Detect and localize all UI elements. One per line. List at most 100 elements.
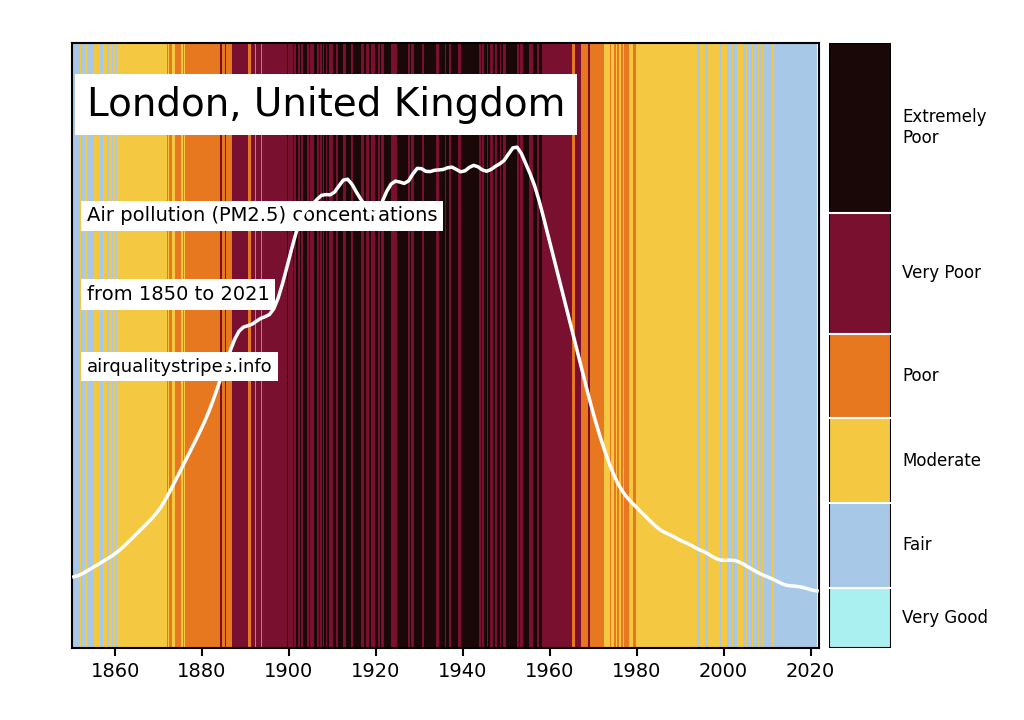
Bar	[311, 43, 313, 648]
Bar	[228, 43, 230, 648]
Bar	[527, 43, 528, 648]
Bar	[378, 43, 380, 648]
Bar	[142, 43, 143, 648]
Bar	[382, 43, 384, 648]
Bar	[594, 43, 595, 648]
Bar	[261, 43, 262, 648]
Text: Air pollution (PM2.5) concentrations: Air pollution (PM2.5) concentrations	[87, 207, 437, 225]
Bar	[422, 43, 423, 648]
Bar	[151, 43, 153, 648]
Bar	[231, 43, 233, 648]
Bar	[367, 43, 368, 648]
Bar	[710, 43, 712, 648]
Text: Very Good: Very Good	[902, 609, 988, 626]
Bar	[584, 43, 586, 648]
Bar	[671, 43, 672, 648]
Bar	[394, 43, 395, 648]
Bar	[744, 43, 746, 648]
Bar	[259, 43, 261, 648]
Bar	[129, 43, 130, 648]
Bar	[413, 43, 415, 648]
Bar	[216, 43, 217, 648]
Bar	[766, 43, 768, 648]
Bar	[297, 43, 298, 648]
Bar	[803, 43, 804, 648]
Bar	[530, 43, 531, 648]
Bar	[595, 43, 597, 648]
Bar	[349, 43, 350, 648]
Bar	[290, 43, 291, 648]
Bar	[268, 43, 269, 648]
Bar	[296, 43, 297, 648]
Bar	[88, 43, 90, 648]
Bar	[738, 43, 740, 648]
Bar	[227, 43, 228, 648]
Bar	[210, 43, 212, 648]
Bar	[788, 43, 790, 648]
Bar	[434, 43, 436, 648]
Text: airqualitystripes.info: airqualitystripes.info	[87, 358, 272, 376]
Bar	[555, 43, 556, 648]
Bar	[769, 43, 771, 648]
Bar	[758, 43, 759, 648]
Bar	[663, 43, 664, 648]
Bar	[539, 43, 541, 648]
Bar	[551, 43, 552, 648]
Bar	[443, 43, 444, 648]
Bar	[764, 43, 765, 648]
Bar	[437, 43, 439, 648]
Bar	[632, 43, 633, 648]
Bar	[154, 43, 155, 648]
Bar	[266, 43, 268, 648]
Bar	[284, 43, 286, 648]
Bar	[328, 43, 329, 648]
Bar	[362, 43, 364, 648]
Bar	[348, 43, 349, 648]
Bar	[665, 43, 667, 648]
Bar	[217, 43, 219, 648]
Bar	[526, 43, 527, 648]
Bar	[252, 43, 254, 648]
Bar	[374, 43, 375, 648]
Bar	[791, 43, 793, 648]
Bar	[395, 43, 397, 648]
Bar	[558, 43, 559, 648]
Bar	[458, 43, 459, 648]
Bar	[444, 43, 446, 648]
Bar	[461, 43, 462, 648]
Bar	[219, 43, 220, 648]
Bar	[684, 43, 685, 648]
Bar	[534, 43, 535, 648]
Bar	[127, 43, 129, 648]
Bar	[591, 43, 593, 648]
Bar	[604, 43, 605, 648]
Bar	[70, 43, 71, 648]
Bar	[454, 43, 455, 648]
Bar	[331, 43, 332, 648]
Bar	[402, 43, 404, 648]
Bar	[90, 43, 91, 648]
Bar	[164, 43, 165, 648]
Bar	[193, 43, 195, 648]
Bar	[610, 43, 611, 648]
Bar	[807, 43, 808, 648]
Bar	[504, 43, 506, 648]
Bar	[224, 43, 226, 648]
Bar	[806, 43, 807, 648]
Bar	[455, 43, 457, 648]
Bar	[765, 43, 766, 648]
Bar	[126, 43, 127, 648]
Bar	[147, 43, 150, 648]
Bar	[76, 43, 77, 648]
FancyBboxPatch shape	[829, 503, 891, 588]
Bar	[245, 43, 246, 648]
Bar	[136, 43, 137, 648]
Bar	[100, 43, 101, 648]
Bar	[712, 43, 713, 648]
Bar	[743, 43, 744, 648]
Bar	[83, 43, 84, 648]
Bar	[782, 43, 783, 648]
Bar	[197, 43, 199, 648]
Bar	[751, 43, 752, 648]
Bar	[371, 43, 373, 648]
